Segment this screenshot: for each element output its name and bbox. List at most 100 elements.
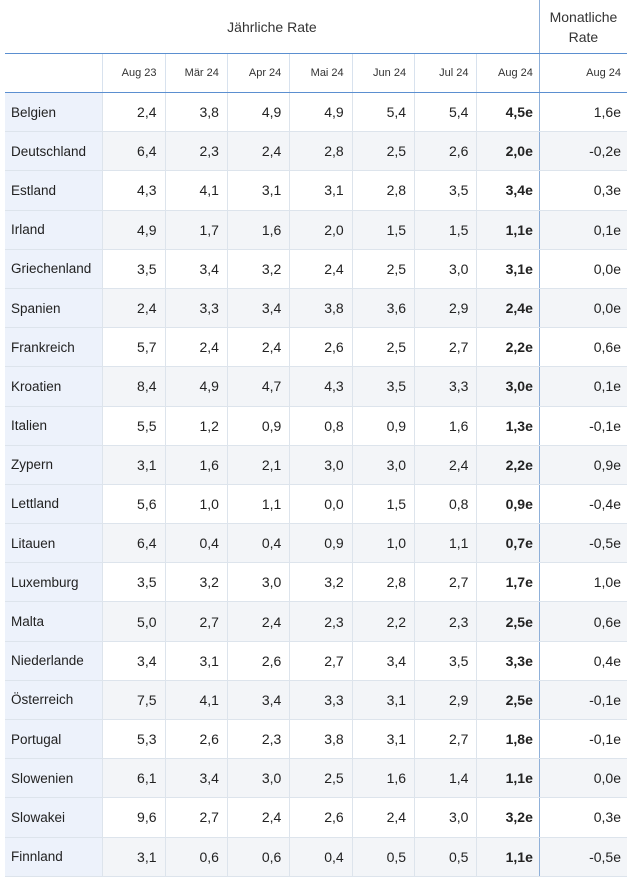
value-cell: 3,1 xyxy=(351,719,415,760)
table-row: Luxemburg 3,5 3,2 3,0 3,2 2,8 2,7 1,7e 1,0e xyxy=(5,562,627,603)
country-cell: Estland xyxy=(5,170,103,211)
value-cell: 3,0 xyxy=(226,562,290,603)
value-cell: 3,4 xyxy=(226,680,290,721)
value-cell: 0,5 xyxy=(351,837,415,877)
value-cell: 2,0 xyxy=(289,210,353,250)
monthly-value-cell: 0,3e xyxy=(538,170,627,211)
value-cell: 2,7 xyxy=(414,562,477,603)
value-cell: 2,0e xyxy=(476,131,540,172)
value-cell: 3,5 xyxy=(102,562,166,603)
value-cell: 2,4 xyxy=(226,797,290,838)
monthly-value-cell: -0,5e xyxy=(538,837,627,877)
value-cell: 2,7 xyxy=(289,641,353,681)
value-cell: 4,3 xyxy=(102,170,166,211)
monthly-value-cell: 0,6e xyxy=(538,327,627,368)
value-cell: 3,3 xyxy=(414,366,477,407)
value-cell: 3,8 xyxy=(164,92,228,133)
table-row: Estland 4,3 4,1 3,1 3,1 2,8 3,5 3,4e 0,3e xyxy=(5,170,627,211)
value-cell: 2,6 xyxy=(414,131,477,172)
monthly-rate-header-line2: Rate xyxy=(568,28,599,45)
value-cell: 4,1 xyxy=(164,680,228,721)
value-cell: 2,5 xyxy=(289,758,353,799)
value-cell: 3,4 xyxy=(164,249,228,289)
value-cell: 3,1 xyxy=(164,641,228,681)
column-header: Jun 24 xyxy=(351,53,415,93)
country-cell: Litauen xyxy=(5,523,103,564)
country-cell: Niederlande xyxy=(5,641,103,681)
monthly-rate-header: Monatliche Rate xyxy=(538,0,627,54)
value-cell: 3,3 xyxy=(164,288,228,329)
monthly-value-cell: 0,0e xyxy=(538,288,627,329)
table-body: Belgien 2,4 3,8 4,9 4,9 5,4 5,4 4,5e 1,6e Deutsch… xyxy=(5,92,627,877)
value-cell: 3,0e xyxy=(476,366,540,407)
value-cell: 3,4e xyxy=(476,170,540,211)
country-cell: Slowenien xyxy=(5,758,103,799)
monthly-value-cell: -0,1e xyxy=(538,680,627,721)
value-cell: 2,4 xyxy=(226,327,290,368)
value-cell: 0,6 xyxy=(164,837,228,877)
value-cell: 3,5 xyxy=(414,641,477,681)
value-cell: 3,8 xyxy=(289,719,353,760)
value-cell: 1,5 xyxy=(351,484,415,525)
value-cell: 3,1 xyxy=(102,445,166,485)
table-row: Finnland 3,1 0,6 0,6 0,4 0,5 0,5 1,1e -0,5e xyxy=(5,837,627,877)
value-cell: 1,7e xyxy=(476,562,540,603)
value-cell: 2,6 xyxy=(289,797,353,838)
value-cell: 1,6 xyxy=(164,445,228,485)
table-row: Portugal 5,3 2,6 2,3 3,8 3,1 2,7 1,8e -0,1e xyxy=(5,719,627,760)
table-row: Österreich 7,5 4,1 3,4 3,3 3,1 2,9 2,5e -0,1e xyxy=(5,680,627,721)
value-cell: 3,1e xyxy=(476,249,540,289)
monthly-value-cell: 0,0e xyxy=(538,249,627,289)
table-row: Litauen 6,4 0,4 0,4 0,9 1,0 1,1 0,7e -0,5e xyxy=(5,523,627,564)
value-cell: 2,4 xyxy=(289,249,353,289)
value-cell: 4,3 xyxy=(289,366,353,407)
value-cell: 3,5 xyxy=(351,366,415,407)
country-cell: Deutschland xyxy=(5,131,103,172)
monthly-rate-header-line1: Monatliche xyxy=(549,8,618,25)
value-cell: 6,1 xyxy=(102,758,166,799)
value-cell: 2,4 xyxy=(351,797,415,838)
value-cell: 3,8 xyxy=(289,288,353,329)
value-cell: 2,3 xyxy=(226,719,290,760)
table-row: Griechenland 3,5 3,4 3,2 2,4 2,5 3,0 3,1e 0,0e xyxy=(5,249,627,289)
value-cell: 0,0 xyxy=(289,484,353,525)
value-cell: 0,9e xyxy=(476,484,540,525)
value-cell: 3,4 xyxy=(351,641,415,681)
value-cell: 3,0 xyxy=(414,797,477,838)
value-cell: 3,0 xyxy=(351,445,415,485)
value-cell: 2,8 xyxy=(351,170,415,211)
monthly-value-cell: 0,6e xyxy=(538,601,627,642)
value-cell: 9,6 xyxy=(102,797,166,838)
inflation-table: Jährliche Rate Monatliche Rate Aug 23 Mär… xyxy=(5,0,627,877)
country-cell: Griechenland xyxy=(5,249,103,289)
column-header: Aug 24 xyxy=(476,53,540,93)
value-cell: 3,2 xyxy=(226,249,290,289)
value-cell: 2,5e xyxy=(476,601,540,642)
country-cell: Spanien xyxy=(5,288,103,329)
value-cell: 6,4 xyxy=(102,523,166,564)
column-header: Mai 24 xyxy=(289,53,353,93)
value-cell: 3,3 xyxy=(289,680,353,721)
value-cell: 3,2e xyxy=(476,797,540,838)
country-cell: Portugal xyxy=(5,719,103,760)
value-cell: 1,4 xyxy=(414,758,477,799)
value-cell: 2,4 xyxy=(226,601,290,642)
header-row-groups: Jährliche Rate Monatliche Rate xyxy=(5,0,627,54)
value-cell: 3,2 xyxy=(289,562,353,603)
country-cell: Kroatien xyxy=(5,366,103,407)
country-cell: Finnland xyxy=(5,837,103,877)
value-cell: 2,7 xyxy=(164,601,228,642)
value-cell: 4,9 xyxy=(226,92,290,133)
country-cell: Frankreich xyxy=(5,327,103,368)
country-cell: Österreich xyxy=(5,680,103,721)
country-cell: Italien xyxy=(5,406,103,446)
table-row: Malta 5,0 2,7 2,4 2,3 2,2 2,3 2,5e 0,6e xyxy=(5,601,627,642)
value-cell: 2,6 xyxy=(164,719,228,760)
value-cell: 4,5e xyxy=(476,92,540,133)
country-cell: Lettland xyxy=(5,484,103,525)
monthly-value-cell: 0,4e xyxy=(538,641,627,681)
value-cell: 1,1 xyxy=(226,484,290,525)
value-cell: 4,9 xyxy=(289,92,353,133)
table-row: Irland 4,9 1,7 1,6 2,0 1,5 1,5 1,1e 0,1e xyxy=(5,210,627,250)
value-cell: 1,0 xyxy=(351,523,415,564)
